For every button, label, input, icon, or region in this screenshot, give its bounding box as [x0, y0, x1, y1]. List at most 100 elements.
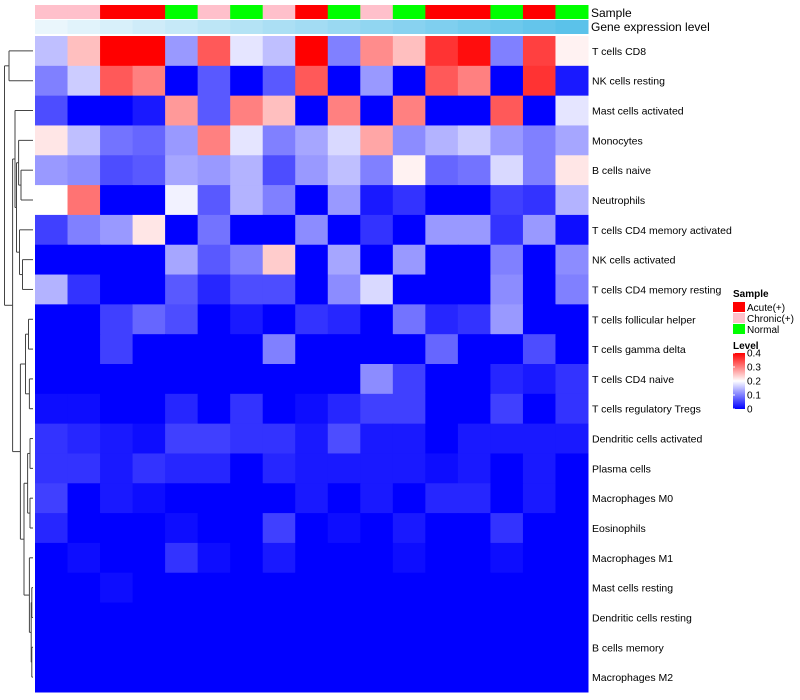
heatmap-cell [165, 632, 199, 663]
heatmap-cell [67, 572, 101, 604]
row-label: Monocytes [592, 135, 643, 147]
legend-label-normal: Normal [747, 325, 779, 336]
heatmap-cells [35, 36, 589, 693]
heatmap-cell [67, 95, 101, 126]
heatmap-cell [132, 542, 166, 574]
heatmap-cell [230, 364, 264, 395]
expression-anno-cell [35, 20, 69, 34]
heatmap-cell [165, 214, 199, 246]
sample-anno-cell [262, 5, 296, 19]
heatmap-cell [392, 423, 426, 454]
heatmap-cell [490, 542, 524, 574]
heatmap-cell [230, 602, 264, 633]
heatmap-cell [457, 125, 491, 156]
heatmap-cell [555, 632, 589, 663]
heatmap-cell [197, 244, 231, 276]
heatmap-cell [132, 274, 166, 305]
heatmap-cell [555, 483, 589, 514]
heatmap-cell [425, 483, 459, 514]
heatmap-cell [425, 423, 459, 454]
heatmap-cell [327, 274, 361, 305]
heatmap-cell [295, 423, 329, 454]
heatmap-cell [230, 185, 264, 216]
row-label: Macrophages M1 [592, 553, 673, 565]
heatmap-cell [100, 483, 134, 514]
heatmap-cell [392, 36, 426, 67]
heatmap-cell [425, 95, 459, 126]
heatmap-cell [555, 274, 589, 305]
heatmap-cell [100, 334, 134, 365]
heatmap-cell [425, 513, 459, 544]
heatmap-cell [360, 304, 394, 335]
heatmap-cell [197, 364, 231, 395]
heatmap-cell [360, 274, 394, 305]
row-label: Dendritic cells resting [592, 612, 692, 624]
heatmap-cell [35, 423, 69, 454]
heatmap-cell [262, 155, 296, 186]
heatmap-cell [490, 274, 524, 305]
heatmap-cell [100, 632, 134, 663]
heatmap-cell [35, 602, 69, 633]
heatmap-cell [100, 125, 134, 156]
heatmap-cell [555, 662, 589, 693]
heatmap-cell [230, 125, 264, 156]
heatmap-cell [230, 483, 264, 514]
heatmap-cell [522, 65, 556, 97]
heatmap-cell [490, 572, 524, 604]
heatmap-cell [457, 662, 491, 693]
sample-anno-cell [35, 5, 69, 19]
sample-anno-cell [295, 5, 329, 19]
heatmap-cell [132, 572, 166, 604]
heatmap-cell [457, 572, 491, 604]
heatmap-cell [392, 393, 426, 425]
heatmap-cell [295, 244, 329, 276]
heatmap-cell [555, 542, 589, 574]
heatmap-cell [67, 632, 101, 663]
heatmap-cell [425, 36, 459, 67]
heatmap-cell [490, 513, 524, 544]
heatmap-cell [360, 572, 394, 604]
heatmap-cell [457, 423, 491, 454]
heatmap-cell [522, 214, 556, 246]
heatmap-cell [132, 214, 166, 246]
heatmap-cell [197, 125, 231, 156]
heatmap-cell [262, 572, 296, 604]
heatmap-cell [230, 36, 264, 67]
sample-anno-cell [230, 5, 264, 19]
heatmap-cell [100, 364, 134, 395]
heatmap-cell [230, 632, 264, 663]
heatmap-cell [295, 393, 329, 425]
heatmap-cell [132, 185, 166, 216]
heatmap-cell [262, 632, 296, 663]
heatmap-cell [360, 155, 394, 186]
legend-swatch-normal [733, 324, 745, 334]
row-label: Neutrophils [592, 195, 645, 207]
row-labels: T cells CD8 NK cells resting Mast cells ac… [592, 46, 732, 684]
expression-anno-cell [392, 20, 426, 34]
heatmap-cell [490, 662, 524, 693]
heatmap-cell [197, 65, 231, 97]
expression-anno-cell [295, 20, 329, 34]
heatmap-cell [392, 483, 426, 514]
row-label: Macrophages M2 [592, 672, 673, 684]
heatmap-cell [132, 36, 166, 67]
heatmap-cell [295, 185, 329, 216]
expression-anno-cell [262, 20, 296, 34]
heatmap-cell [35, 125, 69, 156]
heatmap-cell [132, 304, 166, 335]
heatmap-cell [35, 185, 69, 216]
heatmap-cell [100, 36, 134, 67]
expression-anno-cell [132, 20, 166, 34]
heatmap-cell [197, 423, 231, 454]
heatmap-cell [35, 364, 69, 395]
row-label: T cells follicular helper [592, 314, 696, 326]
sample-anno-cell [327, 5, 361, 19]
heatmap-cell [35, 334, 69, 365]
row-label: Mast cells resting [592, 583, 673, 595]
level-tick-label: 0.2 [747, 377, 761, 388]
heatmap-cell [327, 483, 361, 514]
sample-anno-cell [100, 5, 134, 19]
heatmap-cell [327, 244, 361, 276]
heatmap-cell [67, 244, 101, 276]
heatmap-cell [522, 602, 556, 633]
